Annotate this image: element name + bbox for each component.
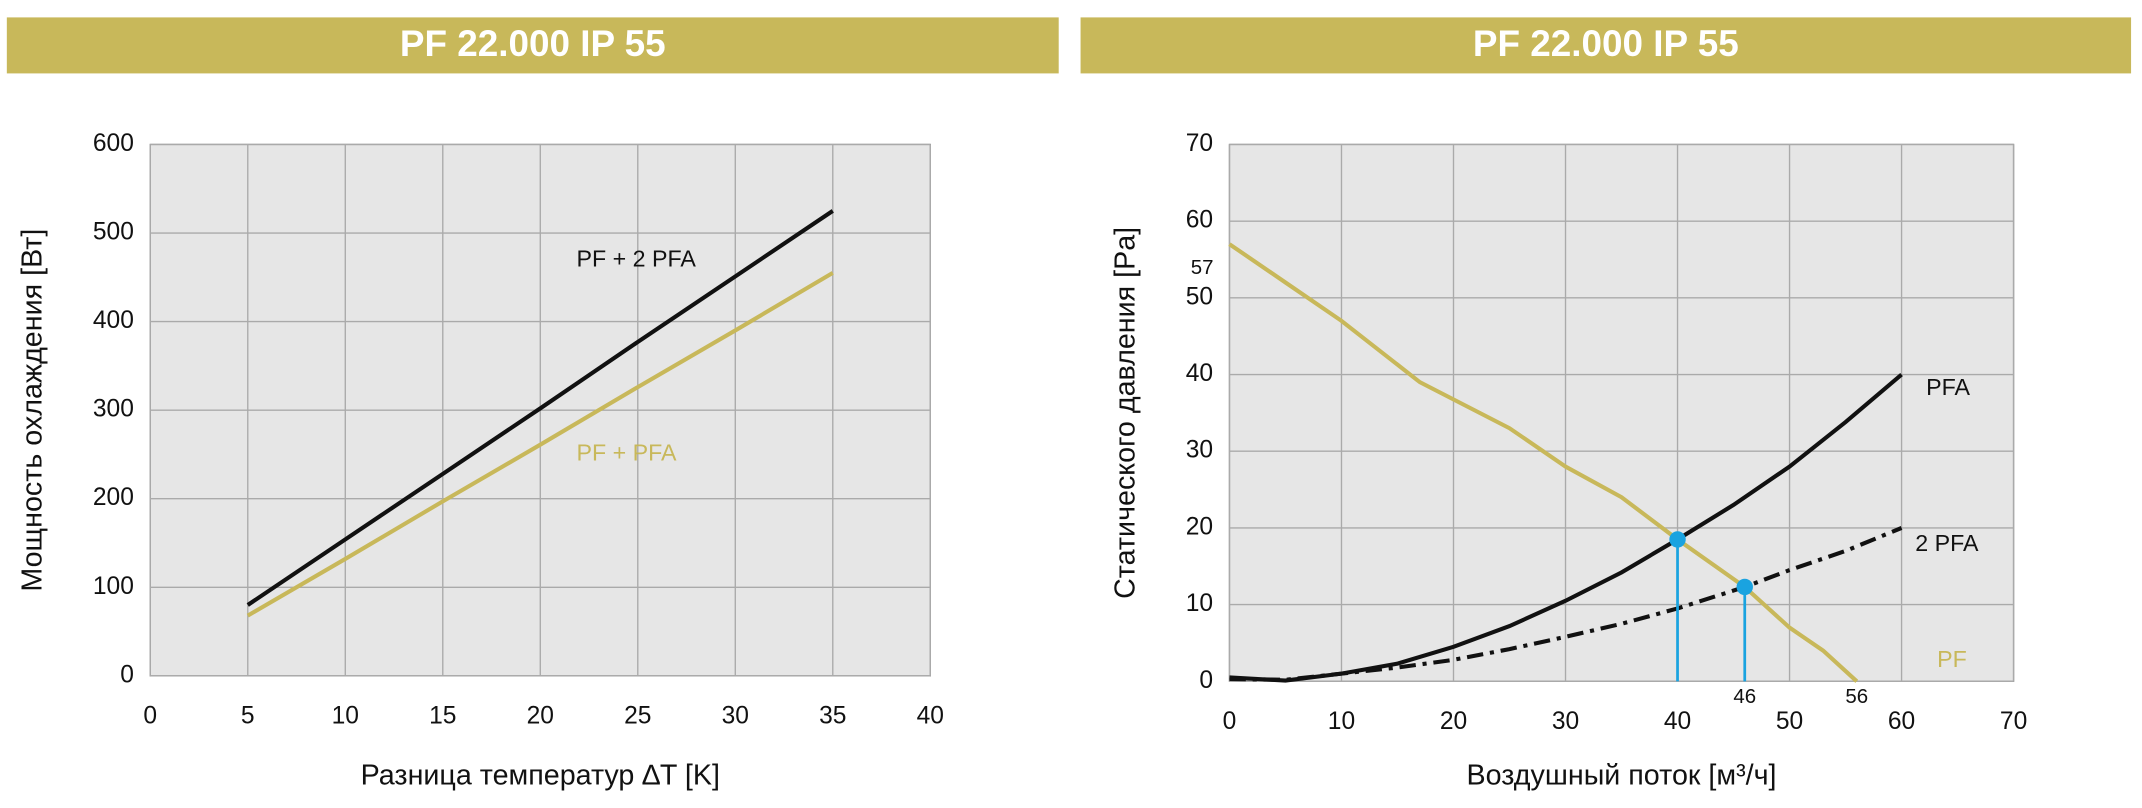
series-label: PF <box>1937 646 1967 672</box>
y-tick-label: 60 <box>1186 207 1213 234</box>
x-tick-label: 15 <box>429 702 456 729</box>
x-axis-label: Воздушный поток [м³/ч] <box>1467 760 1777 792</box>
x-tick-label: 20 <box>1440 708 1467 735</box>
y-tick-label: 30 <box>1186 437 1213 464</box>
y-tick-label: 50 <box>1186 283 1213 310</box>
x-tick-label: 40 <box>1664 708 1691 735</box>
x-tick-label: 70 <box>2000 708 2027 735</box>
series-label: PF + PFA <box>576 440 677 466</box>
series-label: PFA <box>1926 374 1970 400</box>
series-label: 2 PFA <box>1915 530 1979 556</box>
y-tick-label: 0 <box>1199 667 1213 694</box>
y-tick-label: 70 <box>1186 130 1213 157</box>
x-tick-label: 10 <box>332 702 359 729</box>
y-tick-label: 20 <box>1186 513 1213 540</box>
x-axis-label: Разница температур ∆T [K] <box>361 760 720 792</box>
y-tick-label: 0 <box>120 661 134 688</box>
series-line <box>1229 526 1903 682</box>
chart-title: PF 22.000 IP 55 <box>1473 23 1739 64</box>
x-tick-label: 60 <box>1888 708 1915 735</box>
y-tick-label: 600 <box>93 130 134 157</box>
series-line <box>246 271 834 618</box>
series-line <box>246 209 834 607</box>
annotation: 57 <box>1191 256 1214 279</box>
annotation: 46 <box>1733 685 1756 708</box>
y-tick-label: 100 <box>93 573 134 600</box>
y-tick-label: 300 <box>93 396 134 423</box>
y-tick-label: 10 <box>1186 590 1213 617</box>
y-tick-label: 200 <box>93 484 134 511</box>
y-tick-label: 40 <box>1186 360 1213 387</box>
x-tick-label: 10 <box>1328 708 1355 735</box>
title-bar <box>6 17 1059 74</box>
marker <box>1669 531 1686 548</box>
y-tick-label: 400 <box>93 307 134 334</box>
x-tick-label: 30 <box>722 702 749 729</box>
plot-area <box>1228 143 2015 682</box>
y-axis-label: Мощность охлаждения [Вт] <box>17 229 49 592</box>
y-tick-label: 500 <box>93 219 134 246</box>
y-axis-label: Статического давления [Pa] <box>1110 227 1142 599</box>
x-tick-label: 0 <box>1223 708 1237 735</box>
x-tick-label: 30 <box>1552 708 1579 735</box>
marker <box>1736 578 1753 596</box>
annotation: 56 <box>1845 685 1868 708</box>
x-tick-label: 25 <box>624 702 651 729</box>
x-tick-label: 40 <box>917 702 944 729</box>
x-tick-label: 35 <box>819 702 846 729</box>
x-tick-label: 0 <box>143 702 157 729</box>
x-tick-label: 20 <box>527 702 554 729</box>
series-label: PF + 2 PFA <box>576 246 696 272</box>
chart-title: PF 22.000 IP 55 <box>400 23 666 64</box>
x-tick-label: 5 <box>241 702 255 729</box>
x-tick-label: 50 <box>1776 708 1803 735</box>
title-bar <box>1080 17 2132 74</box>
series-line <box>1228 242 1859 683</box>
